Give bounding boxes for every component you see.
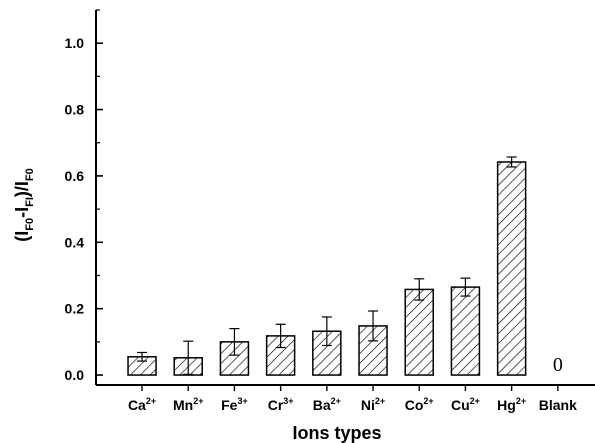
x-tick-label-4: Ba2+	[313, 396, 341, 413]
x-axis-title: Ions types	[292, 423, 381, 443]
x-tick-label-6: Co2+	[405, 396, 434, 413]
y-tick-label-4: 0.8	[65, 102, 85, 118]
x-tick-label-9: Blank	[539, 397, 577, 413]
plot-area: 0.0 0.2 0.4 0.6 0.8 1.0 Ca2+ Mn2+ Fe3+ Cr3+ Ba2+ Ni…	[65, 9, 595, 413]
x-tick-label-7: Cu2+	[451, 396, 480, 413]
bar-7	[450, 286, 481, 376]
x-tick-label-5: Ni2+	[361, 396, 385, 413]
x-tick-label-8: Hg2+	[497, 396, 526, 413]
x-tick-label-3: Cr3+	[268, 396, 294, 413]
y-axis-title: (IF0-IFI)/IF0	[12, 168, 36, 241]
bar-8	[496, 161, 527, 376]
bar-6	[404, 288, 434, 376]
y-tick-label-5: 1.0	[65, 35, 85, 51]
x-tick-label-0: Ca2+	[128, 396, 156, 413]
y-tick-label-2: 0.4	[65, 234, 85, 250]
data-label-9: 0	[553, 354, 563, 376]
y-tick-label-3: 0.6	[65, 168, 85, 184]
y-tick-label-1: 0.2	[65, 301, 85, 317]
x-tick-label-1: Mn2+	[173, 396, 203, 413]
y-tick-label-0: 0.0	[65, 367, 85, 383]
x-tick-label-2: Fe3+	[221, 396, 248, 413]
